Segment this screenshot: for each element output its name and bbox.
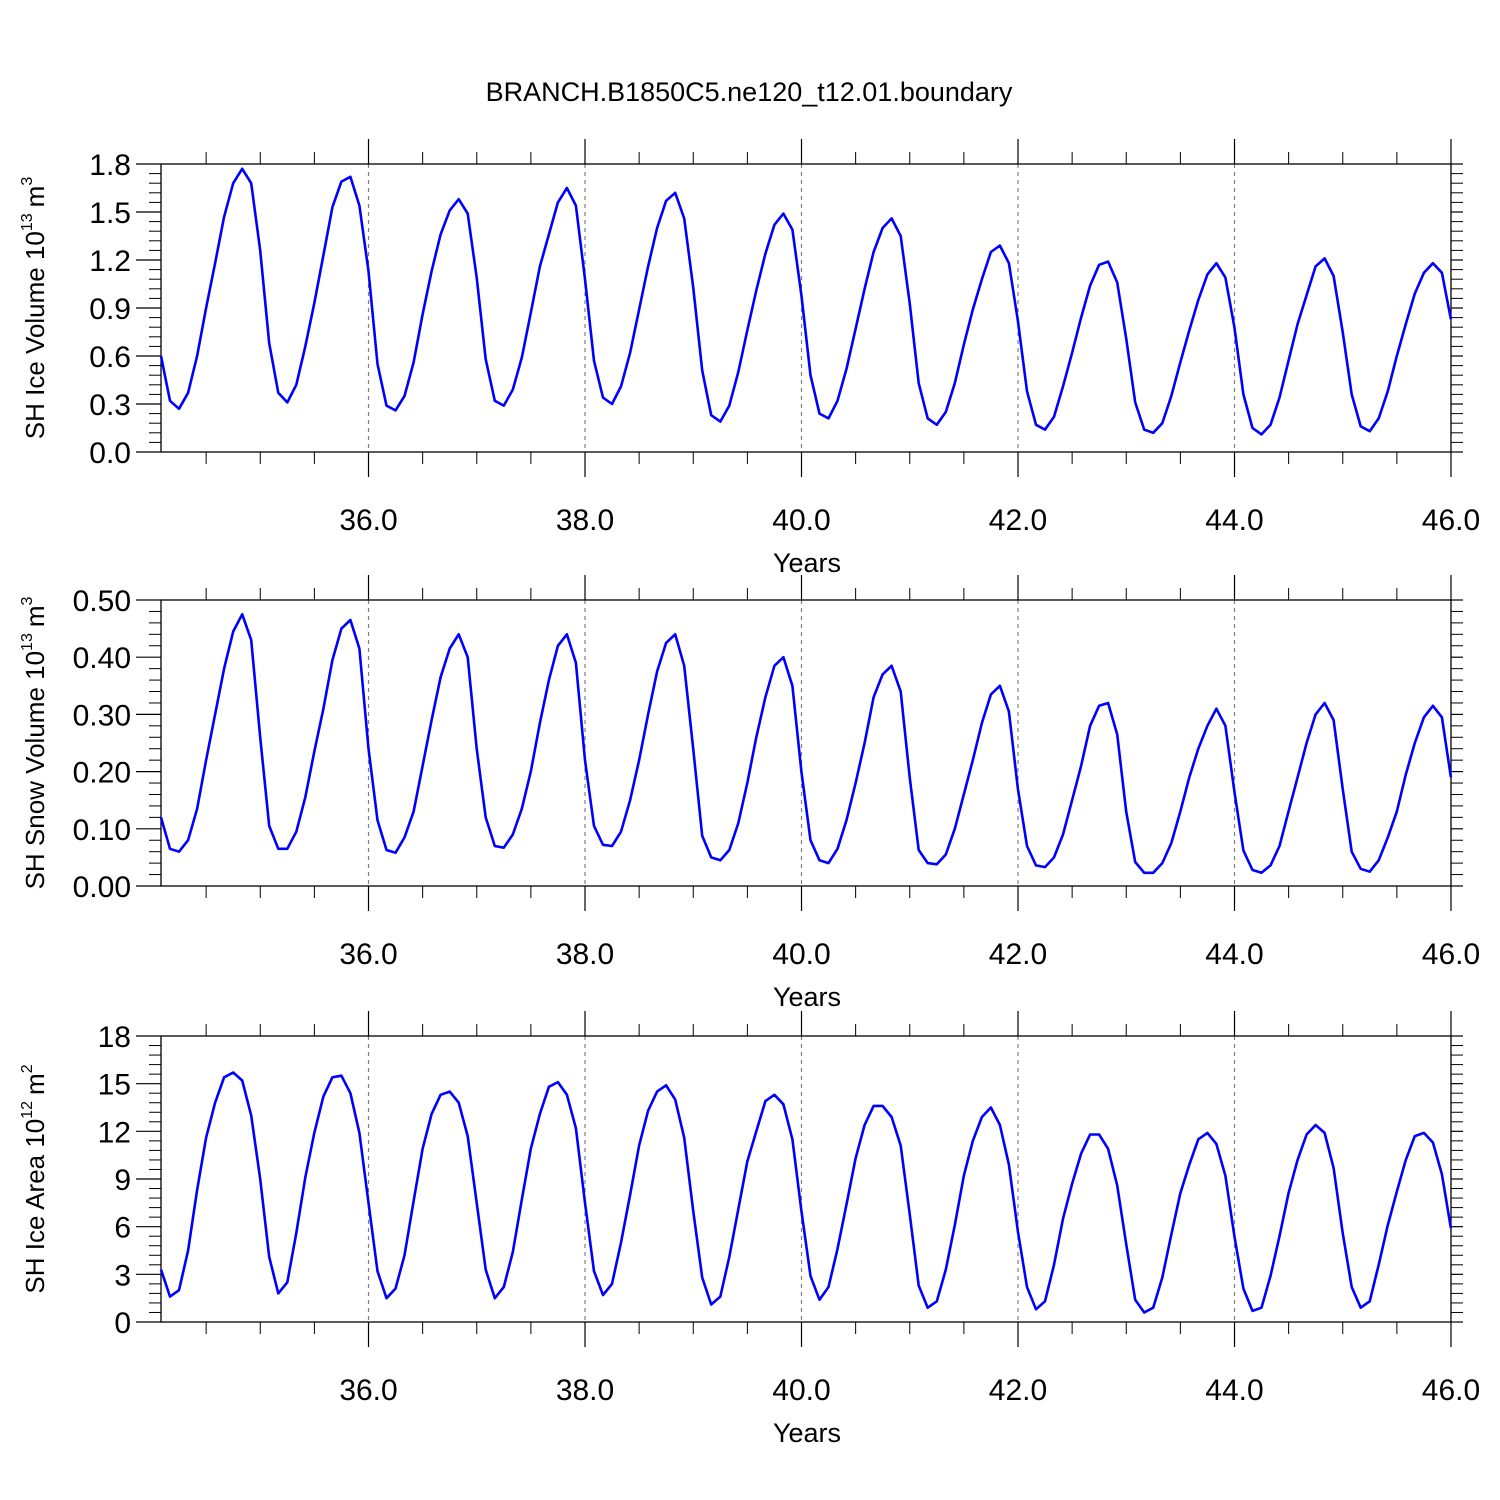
series-line-ice-volume — [159, 167, 1453, 436]
x-tick-label: 38.0 — [556, 504, 614, 537]
series-line-snow-volume — [159, 612, 1453, 875]
y-axis-label-unit: m — [20, 605, 50, 627]
y-tick-label: 0.00 — [73, 871, 131, 904]
x-tick-label: 46.0 — [1422, 1374, 1480, 1407]
x-axis-label: Years — [773, 982, 841, 1012]
x-tick-label: 36.0 — [339, 938, 397, 971]
x-tick-label: 38.0 — [556, 938, 614, 971]
y-tick-label: 0.50 — [73, 585, 131, 618]
plot-frame — [160, 163, 1452, 453]
x-tick-label: 44.0 — [1205, 938, 1263, 971]
x-axis-label: Years — [773, 1418, 841, 1448]
y-tick-label: 0.20 — [73, 757, 131, 790]
panel-ice-area: 0 3 6 9 12 15 18 36.0 38.0 40.0 42.0 44.0 46.0 Years S… — [19, 1011, 1480, 1448]
y-tick-label: 0.10 — [73, 814, 131, 847]
y-tick-label: 1.2 — [89, 245, 131, 278]
y-tick-label: 12 — [98, 1116, 131, 1149]
plot-frame — [160, 599, 1452, 887]
figure-title: BRANCH.B1850C5.ne120_t12.01.boundary — [486, 77, 1013, 107]
y-tick-label: 15 — [98, 1069, 131, 1102]
y-tick-label: 0.3 — [89, 389, 131, 422]
x-tick-label: 40.0 — [772, 1374, 830, 1407]
y-tick-label: 0.0 — [89, 437, 131, 470]
plot-frame — [160, 1035, 1452, 1323]
x-tick-label: 42.0 — [989, 938, 1047, 971]
y-axis-label-unit: m — [20, 1073, 50, 1095]
y-tick-label: 0.30 — [73, 699, 131, 732]
y-axis-label-text: SH Ice Area 10 — [20, 1119, 50, 1294]
y-axis-label-exponent: 12 — [19, 1101, 36, 1119]
y-axis-label-unit-exponent: 3 — [19, 596, 36, 605]
y-tick-label: 6 — [114, 1212, 131, 1245]
y-axis-label: SH Snow Volume 1013 m3 — [19, 596, 50, 889]
y-axis-label-text: SH Ice Volume 10 — [20, 231, 50, 439]
x-tick-label: 42.0 — [989, 504, 1047, 537]
y-axis-label: SH Ice Area 1012 m2 — [19, 1064, 50, 1293]
y-tick-label: 1.5 — [89, 197, 131, 230]
y-tick-label: 0.6 — [89, 341, 131, 374]
x-axis-label: Years — [773, 548, 841, 578]
panel-snow-volume: 0.00 0.10 0.20 0.30 0.40 0.50 36.0 38.0 40.0 42.0… — [19, 575, 1480, 1012]
y-axis-label-text: SH Snow Volume 10 — [20, 651, 50, 889]
y-axis-label-unit-exponent: 3 — [19, 177, 36, 186]
x-tick-label: 40.0 — [772, 938, 830, 971]
x-tick-label: 36.0 — [339, 1374, 397, 1407]
y-axis-label-unit-exponent: 2 — [19, 1064, 36, 1073]
x-tick-label: 46.0 — [1422, 938, 1480, 971]
x-tick-label: 40.0 — [772, 504, 830, 537]
panel-ice-volume: 0.0 0.3 0.6 0.9 1.2 1.5 1.8 36.0 38.0 40.0 42.0 44.… — [19, 139, 1480, 578]
x-tick-label: 38.0 — [556, 1374, 614, 1407]
y-tick-label: 9 — [114, 1164, 131, 1197]
y-axis-label-exponent: 13 — [19, 633, 36, 651]
x-tick-label: 44.0 — [1205, 1374, 1263, 1407]
y-axis-label: SH Ice Volume 1013 m3 — [19, 177, 50, 440]
y-tick-label: 3 — [114, 1259, 131, 1292]
y-tick-label: 1.8 — [89, 149, 131, 182]
x-tick-label: 36.0 — [339, 504, 397, 537]
y-tick-label: 0.40 — [73, 642, 131, 675]
y-tick-label: 0 — [114, 1307, 131, 1340]
y-tick-label: 0.9 — [89, 293, 131, 326]
y-axis-label-unit: m — [20, 186, 50, 208]
y-tick-label: 18 — [98, 1021, 131, 1054]
y-axis-label-exponent: 13 — [19, 213, 36, 231]
x-tick-label: 44.0 — [1205, 504, 1263, 537]
x-tick-label: 42.0 — [989, 1374, 1047, 1407]
series-line-ice-area — [159, 1071, 1453, 1314]
x-tick-label: 46.0 — [1422, 504, 1480, 537]
